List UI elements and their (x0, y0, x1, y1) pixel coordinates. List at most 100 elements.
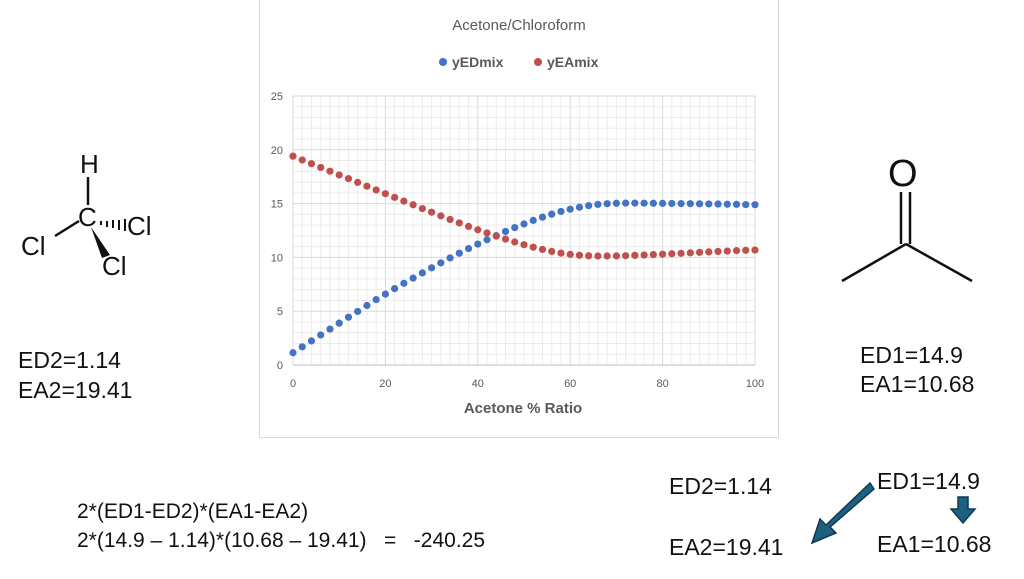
atom-c: C (78, 202, 97, 232)
chart-title: Acetone/Chloroform (452, 17, 585, 34)
data-points (289, 152, 759, 357)
point-yedmix (409, 274, 417, 282)
point-yedmix (649, 199, 657, 207)
point-yedmix (464, 244, 473, 253)
point-yeamix (511, 238, 519, 246)
point-yeamix (372, 186, 380, 194)
point-yeamix (307, 160, 316, 168)
point-yeamix (695, 248, 704, 256)
point-yedmix (594, 200, 602, 209)
point-yeamix (575, 251, 584, 259)
point-yeamix (659, 250, 667, 258)
point-yeamix (640, 251, 648, 259)
point-yeamix (705, 248, 713, 256)
chloroform-ea: EA2=19.41 (18, 377, 133, 403)
point-yeamix (557, 249, 565, 257)
point-yeamix (668, 250, 676, 258)
point-yeamix (437, 212, 445, 220)
point-yeamix (474, 226, 482, 234)
y-tick-label: 5 (277, 306, 283, 318)
point-yedmix (686, 200, 694, 208)
point-yedmix (714, 200, 722, 208)
formula-line-2: 2*(14.9 – 1.14)*(10.68 – 19.41) = -240.2… (77, 529, 486, 552)
point-yedmix (659, 199, 667, 207)
y-tick-label: 15 (271, 199, 283, 211)
point-yeamix (483, 229, 491, 237)
x-tick-label: 80 (656, 378, 668, 390)
x-tick-label: 0 (290, 378, 296, 390)
point-yedmix (668, 199, 676, 208)
atom-h: H (80, 149, 99, 179)
point-yedmix (695, 200, 704, 208)
x-tick-label: 20 (379, 378, 391, 390)
atom-cl-bottom: Cl (102, 251, 127, 280)
arrow-ea2: EA2=19.41 (669, 534, 784, 560)
point-yedmix (455, 249, 463, 257)
point-yeamix (381, 190, 389, 198)
point-yedmix (622, 199, 630, 207)
point-yedmix (501, 227, 510, 236)
point-yedmix (428, 264, 436, 272)
point-yedmix (446, 254, 454, 262)
cc-right-bond (905, 242, 973, 283)
point-yedmix (566, 205, 574, 213)
point-yeamix (529, 243, 537, 251)
gridlines (292, 95, 756, 366)
point-yedmix (335, 319, 343, 327)
point-yeamix (520, 241, 528, 249)
point-yeamix (538, 245, 547, 254)
ccl-left-bond (54, 219, 80, 238)
legend-marker-yedmix (439, 58, 447, 66)
point-yedmix (298, 343, 306, 351)
point-yedmix (363, 301, 371, 310)
point-yedmix (529, 216, 537, 224)
point-yedmix (548, 210, 556, 218)
point-yeamix (335, 171, 343, 179)
point-yeamix (492, 232, 500, 240)
cc-left-bond (841, 242, 907, 283)
point-yeamix (714, 247, 722, 256)
atom-cl-right: Cl (127, 211, 152, 241)
point-yedmix (742, 200, 750, 209)
tick-labels: 0 5 10 15 20 25 0 20 40 60 80 100 (271, 91, 764, 390)
point-yeamix (612, 252, 620, 260)
arrow-ea1: EA1=10.68 (877, 531, 992, 557)
point-yeamix (455, 219, 463, 227)
point-yeamix (723, 247, 731, 255)
point-yedmix (381, 290, 389, 298)
scatter-chart: Acetone/Chloroform yEDmix yEAmix 0 5 10 15 2… (271, 17, 764, 417)
point-yedmix (289, 349, 297, 357)
point-yeamix (566, 250, 574, 258)
arrow-ed1: ED1=14.9 (877, 468, 980, 494)
point-yeamix (409, 201, 417, 209)
x-tick-label: 60 (564, 378, 576, 390)
point-yedmix (705, 200, 713, 208)
point-yeamix (298, 156, 306, 164)
point-yeamix (289, 152, 297, 160)
point-yedmix (751, 201, 759, 209)
point-yedmix (400, 279, 408, 287)
ccl-wedge-bond (91, 227, 110, 258)
arrow-ed2: ED2=1.14 (669, 473, 772, 499)
point-yeamix (354, 178, 362, 187)
x-tick-label: 40 (472, 378, 484, 390)
y-tick-label: 10 (271, 252, 283, 264)
point-yeamix (732, 247, 741, 255)
point-yedmix (603, 200, 611, 208)
point-yeamix (686, 249, 694, 257)
y-tick-label: 25 (271, 91, 283, 103)
point-yedmix (612, 199, 620, 207)
acetone-structure: O (841, 153, 973, 283)
legend-label-yedmix: yEDmix (452, 54, 504, 70)
point-yedmix (732, 200, 741, 208)
point-yedmix (538, 213, 547, 221)
point-yedmix (575, 203, 584, 211)
point-yedmix (326, 325, 334, 333)
chloroform-ed: ED2=1.14 (18, 347, 121, 373)
point-yedmix (307, 337, 316, 345)
point-yedmix (677, 200, 685, 208)
chloroform-structure: H C Cl Cl Cl (21, 149, 152, 280)
point-yeamix (751, 246, 759, 254)
point-yeamix (391, 193, 399, 201)
formula-line-1: 2*(ED1-ED2)*(EA1-EA2) (77, 500, 309, 523)
